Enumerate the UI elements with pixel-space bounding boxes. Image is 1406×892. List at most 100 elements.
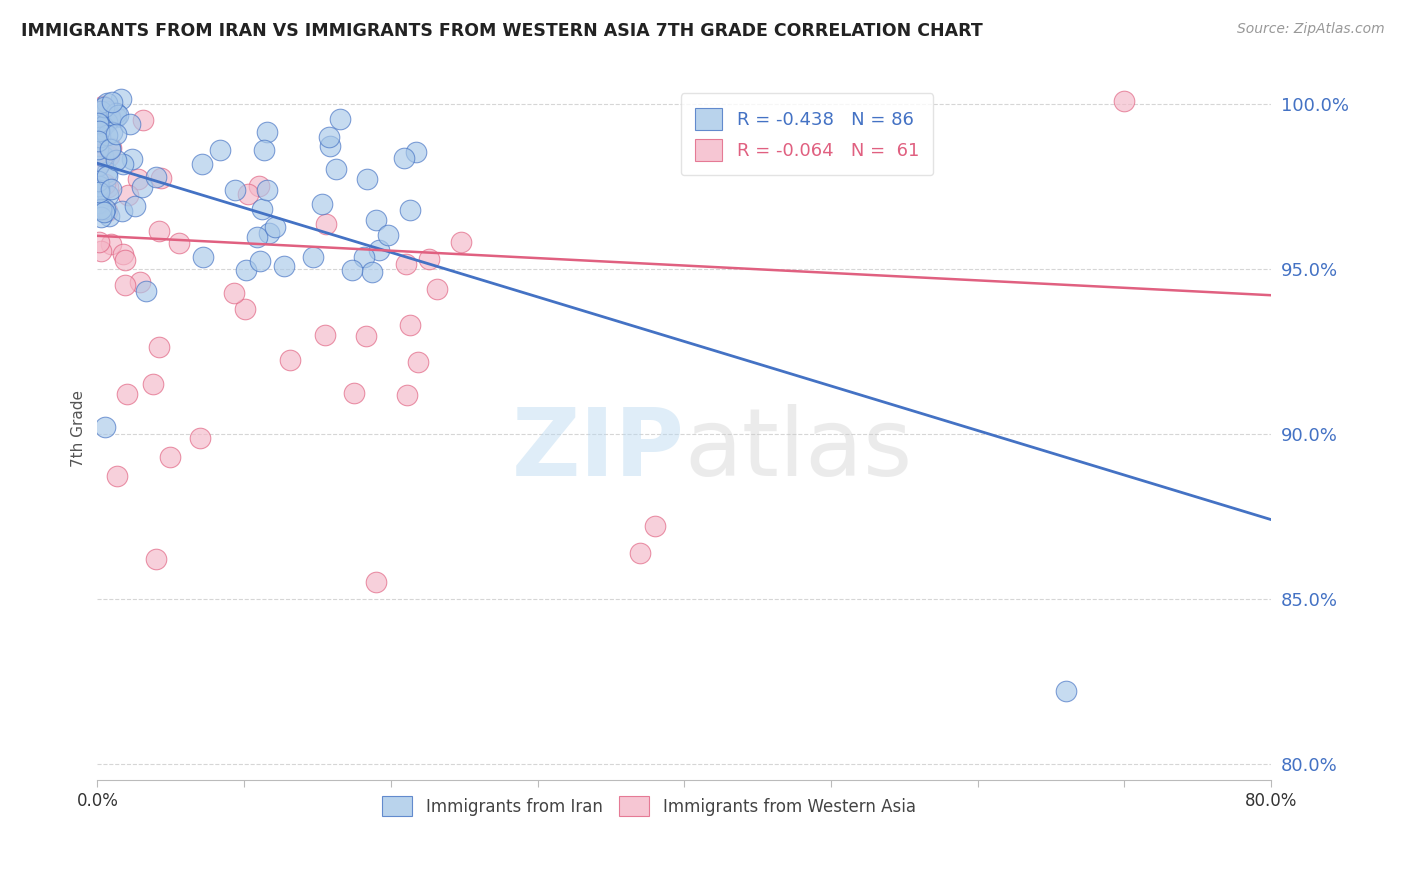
Point bbox=[89, 196, 111, 211]
Point bbox=[97, 149, 120, 163]
Point bbox=[118, 117, 141, 131]
Point bbox=[93, 100, 115, 114]
Point bbox=[90, 104, 112, 119]
Point bbox=[142, 377, 165, 392]
Point bbox=[104, 110, 127, 124]
Text: ZIP: ZIP bbox=[512, 404, 685, 496]
Point bbox=[278, 353, 301, 368]
Point bbox=[100, 236, 122, 251]
Point bbox=[101, 125, 124, 139]
Point bbox=[148, 340, 170, 354]
Point bbox=[148, 223, 170, 237]
Point bbox=[91, 149, 114, 163]
Point bbox=[96, 204, 118, 219]
Point bbox=[90, 115, 112, 129]
Point bbox=[1054, 684, 1077, 698]
Point bbox=[114, 277, 136, 292]
Point bbox=[191, 157, 214, 171]
Point bbox=[89, 178, 111, 193]
Point bbox=[364, 213, 387, 227]
Text: atlas: atlas bbox=[685, 404, 912, 496]
Point bbox=[89, 129, 111, 144]
Point bbox=[343, 385, 366, 400]
Point bbox=[392, 151, 415, 165]
Point bbox=[273, 259, 295, 273]
Y-axis label: 7th Grade: 7th Grade bbox=[72, 391, 86, 467]
Point bbox=[97, 188, 120, 202]
Point bbox=[256, 125, 278, 139]
Point bbox=[87, 118, 110, 132]
Point bbox=[96, 169, 118, 184]
Point bbox=[360, 265, 382, 279]
Point bbox=[253, 143, 276, 157]
Point bbox=[315, 217, 337, 231]
Point bbox=[87, 104, 110, 119]
Point bbox=[236, 186, 259, 201]
Point bbox=[318, 130, 340, 145]
Point bbox=[406, 355, 429, 369]
Point bbox=[127, 172, 149, 186]
Point bbox=[90, 211, 112, 225]
Point bbox=[87, 134, 110, 148]
Point bbox=[96, 164, 118, 178]
Point bbox=[159, 450, 181, 465]
Point bbox=[131, 180, 153, 194]
Point bbox=[264, 220, 287, 235]
Text: IMMIGRANTS FROM IRAN VS IMMIGRANTS FROM WESTERN ASIA 7TH GRADE CORRELATION CHART: IMMIGRANTS FROM IRAN VS IMMIGRANTS FROM … bbox=[21, 22, 983, 40]
Point bbox=[87, 159, 110, 173]
Point bbox=[188, 430, 211, 444]
Point bbox=[96, 128, 118, 142]
Point bbox=[366, 575, 388, 590]
Point bbox=[90, 121, 112, 136]
Point bbox=[117, 188, 139, 202]
Point bbox=[87, 196, 110, 211]
Point bbox=[115, 387, 138, 401]
Point bbox=[90, 202, 112, 217]
Point bbox=[356, 328, 378, 343]
Point bbox=[91, 99, 114, 113]
Point bbox=[247, 179, 270, 194]
Point bbox=[318, 139, 340, 153]
Point bbox=[644, 519, 666, 533]
Point bbox=[96, 103, 118, 118]
Point bbox=[105, 153, 128, 167]
Point bbox=[87, 235, 110, 249]
Point bbox=[90, 155, 112, 169]
Point bbox=[93, 204, 115, 219]
Point bbox=[191, 250, 214, 264]
Point bbox=[250, 202, 273, 216]
Point bbox=[325, 161, 347, 176]
Point bbox=[628, 546, 651, 560]
Point bbox=[405, 145, 427, 160]
Point bbox=[87, 174, 110, 188]
Point bbox=[450, 235, 472, 249]
Point bbox=[426, 282, 449, 296]
Point bbox=[398, 202, 420, 217]
Point bbox=[98, 209, 121, 223]
Point bbox=[418, 252, 440, 266]
Point bbox=[235, 262, 257, 277]
Point bbox=[249, 253, 271, 268]
Point bbox=[395, 257, 418, 271]
Point bbox=[256, 183, 278, 197]
Point bbox=[368, 243, 391, 257]
Point bbox=[90, 244, 112, 258]
Point bbox=[149, 171, 172, 186]
Point bbox=[96, 95, 118, 110]
Point bbox=[105, 468, 128, 483]
Point bbox=[1114, 94, 1136, 108]
Point bbox=[107, 107, 129, 121]
Point bbox=[311, 197, 333, 211]
Point bbox=[100, 140, 122, 154]
Point bbox=[94, 177, 117, 191]
Point bbox=[97, 103, 120, 118]
Point bbox=[111, 204, 134, 219]
Point bbox=[94, 202, 117, 216]
Point bbox=[87, 123, 110, 137]
Point bbox=[135, 284, 157, 298]
Point bbox=[124, 199, 146, 213]
Point bbox=[377, 228, 399, 243]
Point bbox=[97, 180, 120, 194]
Point bbox=[98, 109, 121, 123]
Legend: Immigrants from Iran, Immigrants from Western Asia: Immigrants from Iran, Immigrants from We… bbox=[374, 788, 924, 825]
